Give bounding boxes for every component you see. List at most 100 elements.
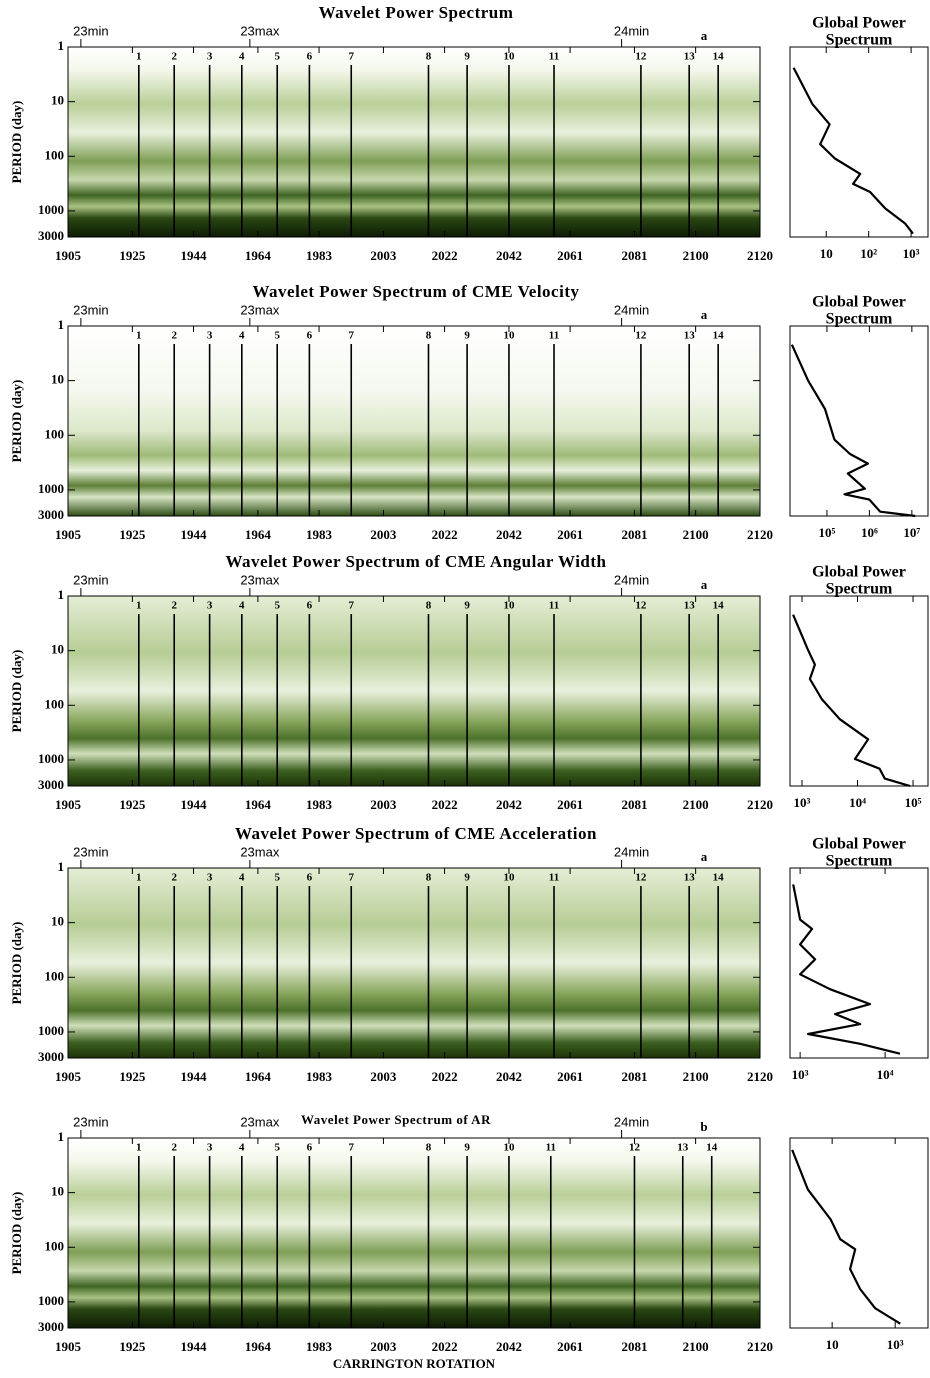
x-tick-label: 2042 [496,248,522,263]
global-frame [789,1137,929,1329]
x-tick-label: 2081 [621,1069,647,1084]
x-tick-label: 1983 [306,1339,333,1354]
x-tick-label: 2022 [432,1339,458,1354]
event-label: 7 [348,1142,354,1154]
y-tick-label: 1 [58,1129,65,1144]
x-tick-label: 2120 [747,797,773,812]
global-x-tick-label: 10⁴ [877,1067,894,1082]
x-tick-label: 2003 [370,797,397,812]
event-label: 12 [635,600,647,612]
global-x-tick-label: 10⁵ [905,795,922,810]
x-tick-label: 2100 [683,797,709,812]
global-spectrum-line [790,344,916,518]
y-axis-label: PERIOD (day) [9,650,24,733]
y-tick-label: 10 [51,93,64,108]
cycle-label: 23min [73,302,108,317]
y-tick-label: 1 [58,317,65,332]
x-tick-label: 2042 [496,527,522,542]
x-tick-label: 2022 [432,797,458,812]
event-label: 1 [136,872,142,884]
event-label: 5 [274,1142,280,1154]
y-tick-label: 3000 [38,1049,64,1064]
panel-title: Wavelet Power Spectrum [319,3,514,22]
x-tick-label: 2042 [496,1069,522,1084]
event-label: 10 [503,600,515,612]
event-label: 9 [464,1142,470,1154]
panel-title: Wavelet Power Spectrum of AR [301,1112,491,1127]
x-tick-label: 2061 [557,527,583,542]
y-tick-label: 100 [45,147,65,162]
event-label: 12 [635,51,647,63]
global-x-tick-label: 10⁴ [849,795,866,810]
x-tick-label: 2120 [747,527,773,542]
wavelet-power-map [68,868,760,1058]
x-tick-label: 1944 [181,1069,208,1084]
x-tick-label: 1925 [119,248,146,263]
global-frame [789,46,929,238]
event-label: 4 [239,1142,245,1154]
event-label: 13 [684,872,696,884]
x-tick-label: 1964 [245,1339,272,1354]
plot-frame [67,867,761,1059]
x-tick-label: 1983 [306,248,333,263]
event-label: 12 [629,1142,641,1154]
y-tick-label: 100 [45,696,65,711]
global-title: Global Power [812,15,906,32]
x-tick-label: 1925 [119,797,146,812]
x-tick-label: 2061 [557,248,583,263]
global-x-tick-label: 10⁵ [818,525,835,540]
panel-title: Wavelet Power Spectrum of CME Velocity [253,282,580,301]
wavelet-power-map [68,1138,760,1328]
y-tick-label: 1000 [38,1293,64,1308]
y-tick-label: 1 [58,38,65,53]
plot-frame [67,46,761,238]
event-label: 9 [464,872,470,884]
cycle-label: 23max [240,1114,280,1129]
event-label: 14 [713,872,725,884]
x-tick-label: 2120 [747,1339,773,1354]
event-label: 14 [713,600,725,612]
global-title: Global Power [812,564,906,581]
x-tick-label: 1964 [245,248,272,263]
y-tick-label: 10 [51,1184,64,1199]
y-tick-label: 1 [58,587,65,602]
cycle-label: 24min [614,844,649,859]
x-tick-label: 2061 [557,1069,583,1084]
global-title: Spectrum [826,853,893,870]
event-label: 2 [171,51,177,63]
event-label: 10 [503,1142,515,1154]
event-label: 7 [348,600,354,612]
global-title: Global Power [812,836,906,853]
global-x-tick-label: 10 [820,246,833,261]
y-tick-label: 1000 [38,481,64,496]
event-label: 11 [549,600,559,612]
x-tick-label: 1905 [55,797,82,812]
x-tick-label: 2022 [432,527,458,542]
cycle-label: 23max [240,572,280,587]
event-label: 5 [274,600,280,612]
wavelet-power-map [68,326,760,516]
cycle-label: 23max [240,302,280,317]
cycle-label: 23min [73,1114,108,1129]
global-spectrum-line [791,1149,901,1325]
event-label: 4 [239,51,245,63]
y-tick-label: 100 [45,968,65,983]
event-label: 12 [635,872,647,884]
panel-letter: a [701,307,708,322]
event-label: 11 [549,330,559,342]
event-label: 13 [684,330,696,342]
x-tick-label: 2100 [683,1339,709,1354]
y-tick-label: 10 [51,642,64,657]
global-x-tick-label: 10⁷ [903,525,920,540]
event-label: 13 [684,600,696,612]
global-x-tick-label: 10³ [794,795,811,810]
x-tick-label: 2003 [370,248,397,263]
x-tick-label: 2120 [747,1069,773,1084]
y-tick-label: 10 [51,914,64,929]
y-axis-label: PERIOD (day) [9,1192,24,1275]
y-tick-label: 3000 [38,777,64,792]
y-axis-label: PERIOD (day) [9,101,24,184]
y-tick-label: 100 [45,1238,65,1253]
